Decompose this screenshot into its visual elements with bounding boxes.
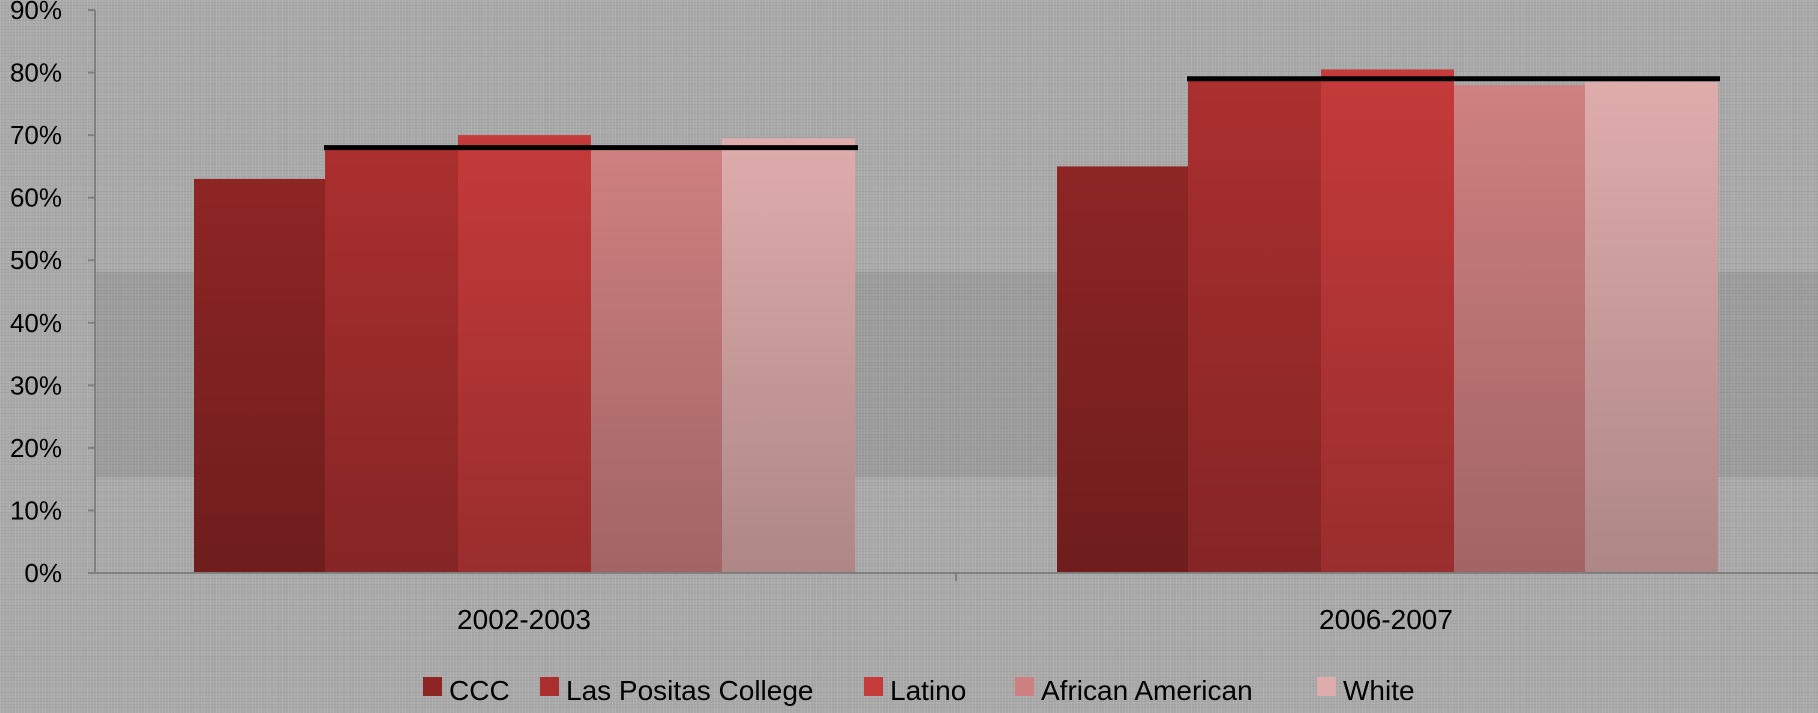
bar-shade (722, 138, 855, 573)
legend-label-latino: Latino (890, 675, 966, 706)
legend-swatch-las-positas-college (540, 677, 559, 696)
y-tick-label: 30% (10, 370, 62, 400)
y-tick-label: 70% (10, 120, 62, 150)
y-tick-label: 50% (10, 245, 62, 275)
x-category-label: 2002-2003 (457, 604, 591, 635)
y-tick-label: 60% (10, 183, 62, 213)
x-category-label: 2006-2007 (1319, 604, 1453, 635)
bar-shade (325, 147, 458, 573)
y-tick-label: 90% (10, 0, 62, 25)
legend-swatch-ccc (423, 677, 442, 696)
legend-label-las-positas-college: Las Positas College (566, 675, 813, 706)
y-tick-label: 80% (10, 58, 62, 88)
y-tick-label: 20% (10, 433, 62, 463)
bar-shade (1188, 78, 1321, 574)
legend-label-african-american: African American (1041, 675, 1253, 706)
bar-shade (194, 178, 325, 573)
y-tick-label: 10% (10, 495, 62, 525)
bar-shade (1454, 85, 1585, 574)
y-tick-label: 0% (24, 558, 62, 588)
bar-shade (1057, 166, 1188, 573)
y-tick-label: 40% (10, 308, 62, 338)
bar-shade (1321, 69, 1454, 573)
bar-shade (591, 147, 722, 573)
bar-shade (458, 135, 591, 573)
legend-label-white: White (1343, 675, 1415, 706)
legend-swatch-latino (864, 677, 883, 696)
bar-shade (1585, 81, 1718, 573)
legend-swatch-white (1317, 677, 1336, 696)
legend-label-ccc: CCC (449, 675, 510, 706)
legend-swatch-african-american (1015, 677, 1034, 696)
